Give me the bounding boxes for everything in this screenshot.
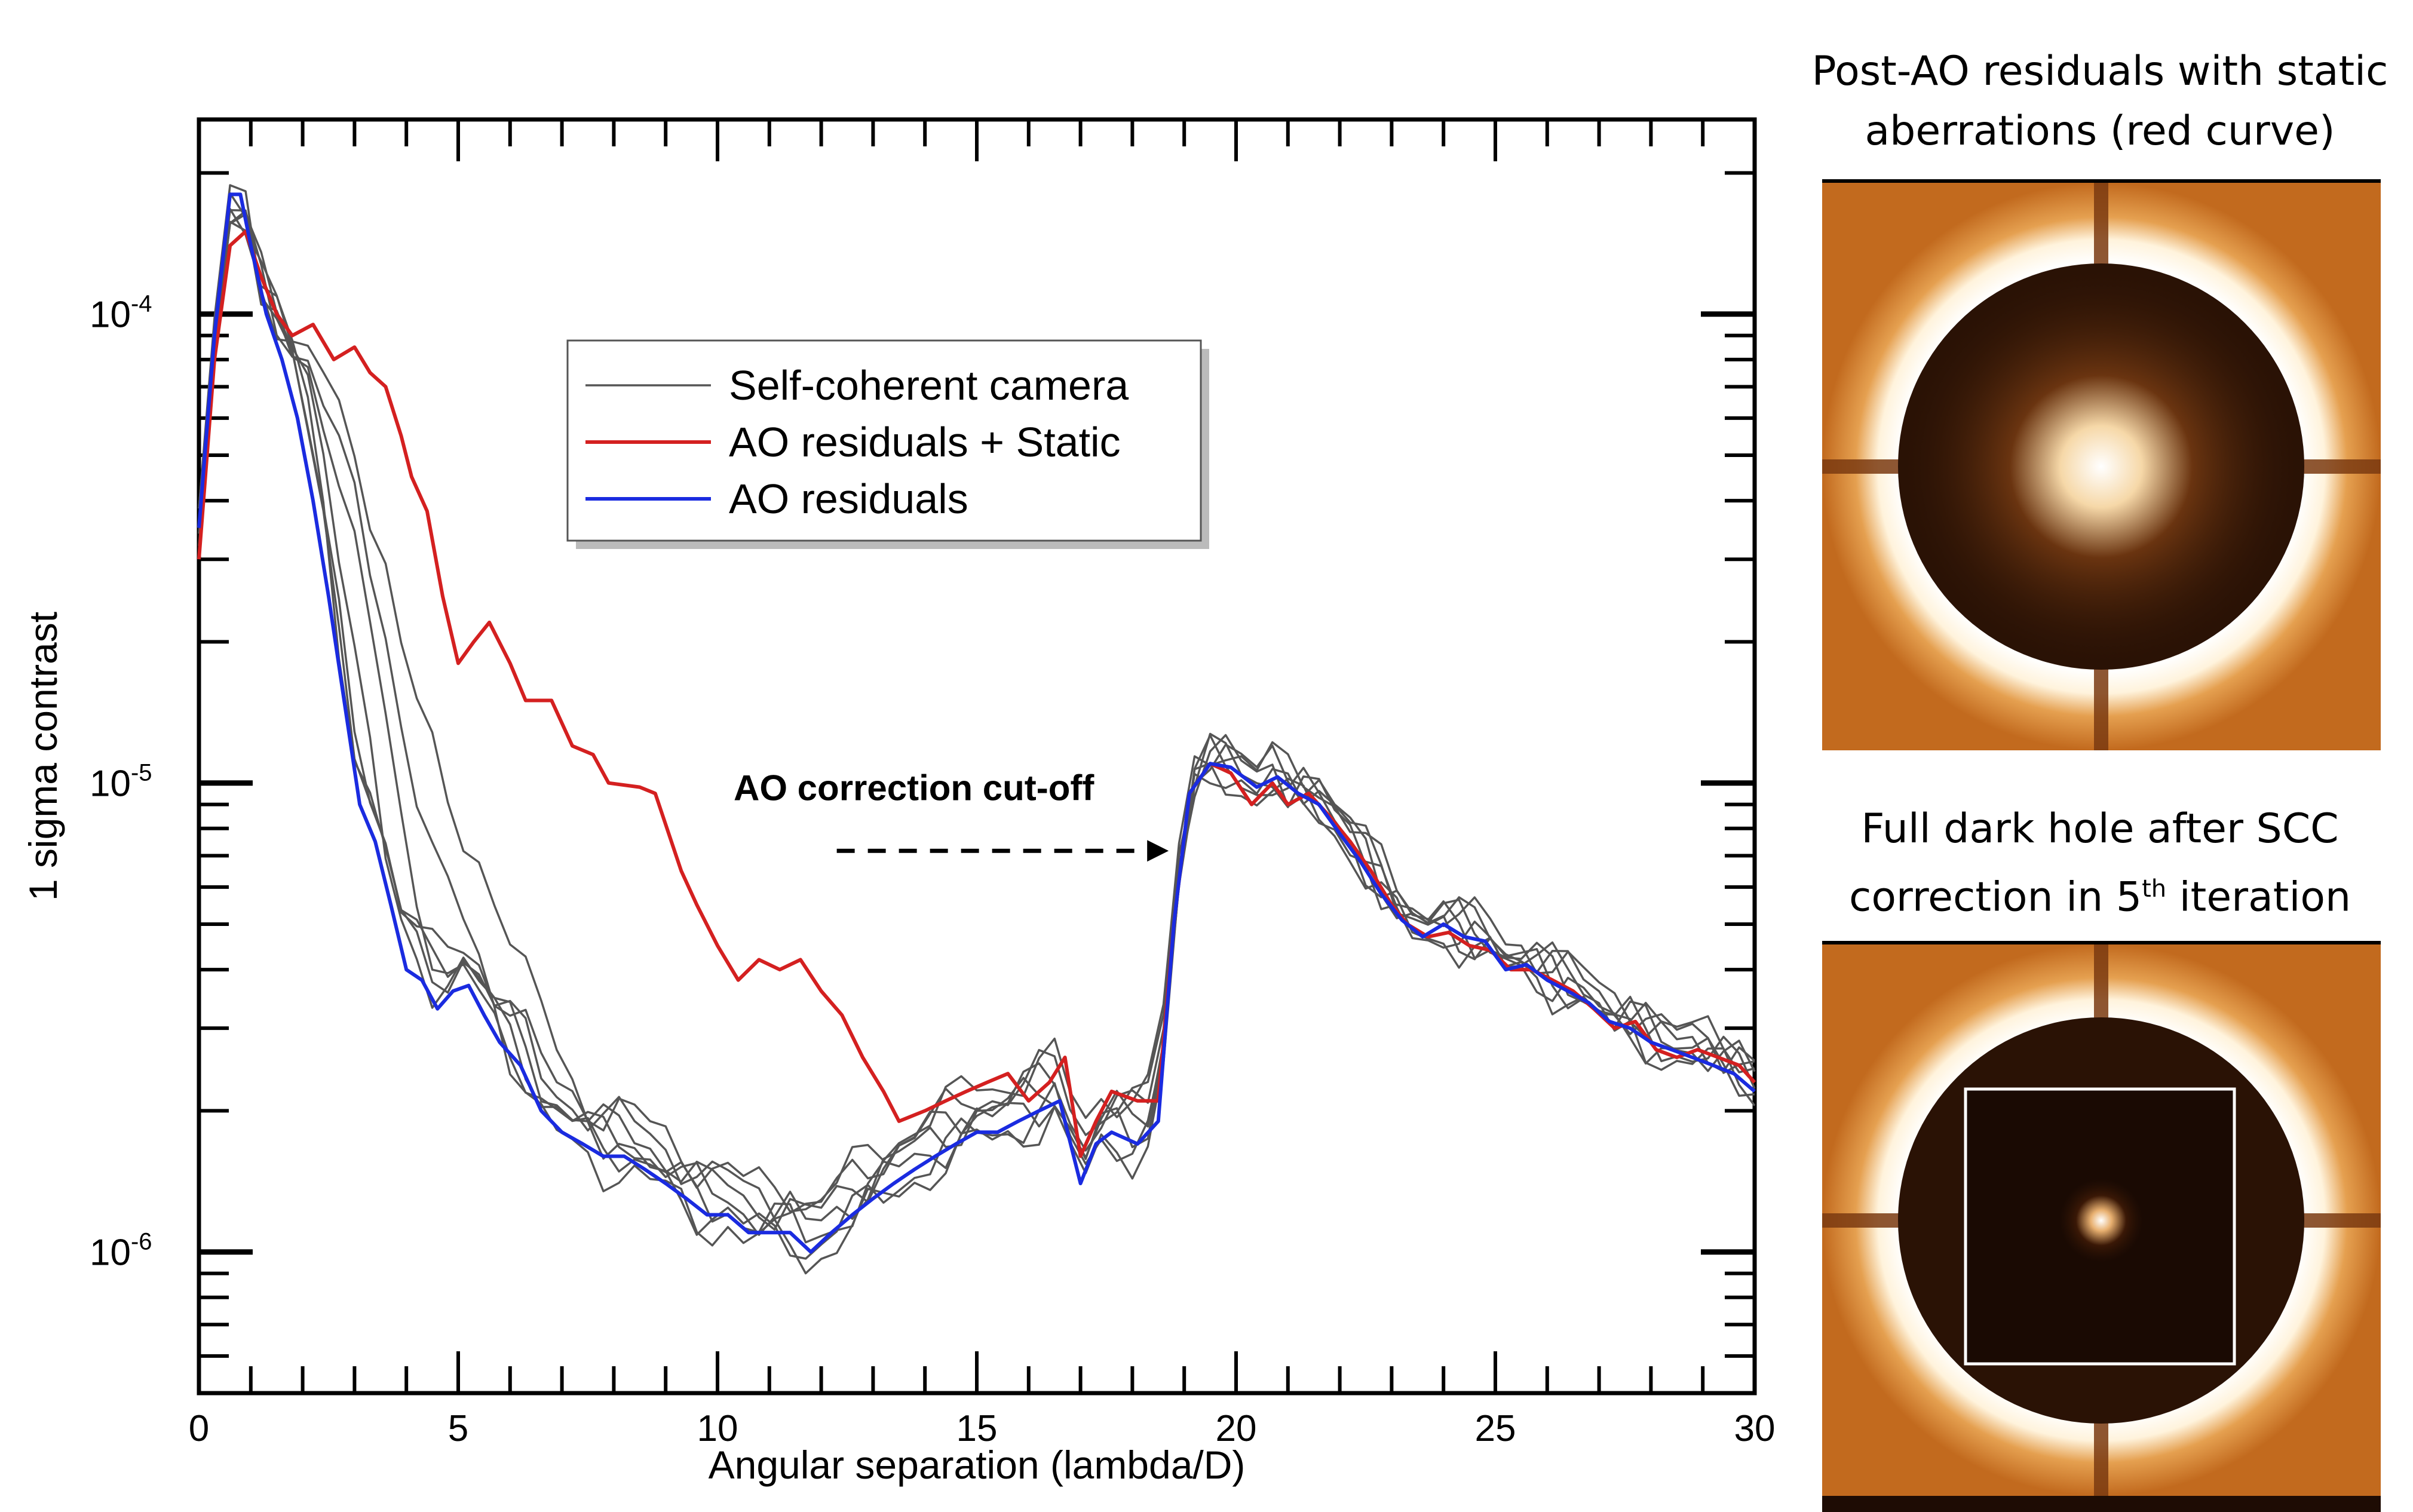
y-axis-label: 1 sigma contrast: [21, 612, 65, 901]
y-tick-label-base: 10: [90, 295, 131, 336]
plot-frame: [197, 117, 1757, 1396]
y-tick-label: 10-6: [90, 1229, 152, 1274]
x-tick-label: 0: [189, 1408, 209, 1449]
x-tick-label: 30: [1734, 1408, 1776, 1449]
scc-curve: [198, 210, 1756, 1275]
panel-1-title-line-2: aberrations (red curve): [1865, 108, 2335, 155]
legend-label: AO residuals + Static: [729, 419, 1121, 465]
ao-static-curve: [197, 229, 1756, 1158]
x-tick-label: 10: [697, 1408, 738, 1449]
post-ao-residuals-image: [1822, 179, 2381, 750]
y-tick-label-base: 10: [90, 1232, 131, 1274]
ao-residuals-curve: [197, 192, 1756, 1254]
x-tick-label: 20: [1216, 1408, 1257, 1449]
panel-1-title-line-1: Post-AO residuals with static: [1811, 48, 2389, 95]
y-tick-label: 10-4: [90, 291, 152, 336]
panel-2-title-line-1: Full dark hole after SCC: [1861, 805, 2339, 852]
scc-curve: [198, 192, 1755, 1220]
y-tick-label: 10-5: [90, 760, 152, 805]
y-tick-label-exponent: -6: [131, 1229, 152, 1255]
panel-2-title-superscript: th: [2142, 875, 2167, 903]
y-tick-label-exponent: -4: [131, 291, 152, 317]
panel-2-title-line-2-end: iteration: [2166, 873, 2351, 921]
legend-label: AO residuals: [729, 476, 968, 522]
panel-2-title: Full dark hole after SCC correction in 5…: [1807, 799, 2393, 928]
legend-label: Self-coherent camera: [729, 362, 1129, 409]
cutoff-annotation-label: AO correction cut-off: [734, 768, 1094, 808]
panel-2-title-line-2: correction in 5: [1848, 873, 2142, 921]
cutoff-arrow-head: [1147, 840, 1169, 862]
dark-hole-image: [1822, 941, 2381, 1512]
x-tick-label: 15: [956, 1408, 998, 1449]
x-tick-label: 5: [448, 1408, 468, 1449]
x-axis-label: Angular separation (lambda/D): [709, 1443, 1246, 1487]
x-tick-label: 25: [1475, 1408, 1516, 1449]
y-tick-label-base: 10: [90, 763, 131, 805]
scc-curve: [198, 184, 1755, 1213]
dark-hole-box: [1964, 1087, 2236, 1366]
panel-1-title: Post-AO residuals with static aberration…: [1807, 42, 2393, 161]
y-tick-label-exponent: -5: [131, 760, 152, 786]
